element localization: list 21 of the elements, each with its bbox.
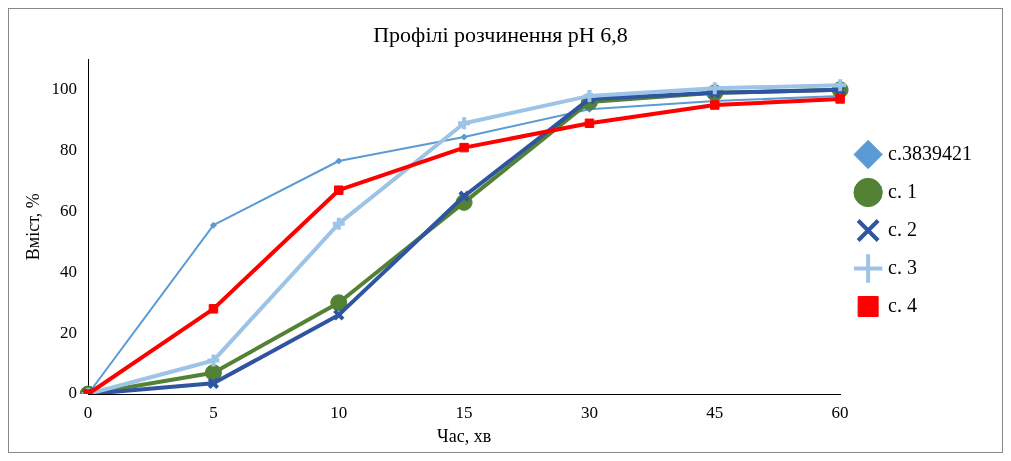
y-tick-label: 40: [60, 261, 78, 281]
y-tick-label: 100: [51, 79, 78, 99]
legend-label: с. 3: [888, 255, 918, 278]
x-tick-label: 0: [83, 402, 93, 422]
y-tick-label: 80: [60, 140, 78, 160]
x-axis-title: Час, хв: [437, 425, 492, 446]
y-tick-label: 20: [60, 322, 78, 342]
legend-label: с. 1: [888, 179, 918, 202]
x-tick-label: 60: [831, 402, 849, 422]
legend-label: с.3839421: [888, 141, 973, 164]
legend-label: с. 2: [888, 217, 918, 240]
legend-label: с. 4: [888, 293, 918, 316]
x-tick-label: 5: [209, 402, 218, 422]
y-tick-label: 0: [68, 383, 78, 403]
x-tick-label: 15: [455, 402, 473, 422]
chart-title: Профілі розчинення рН 6,8: [373, 21, 628, 47]
x-tick-label: 45: [706, 402, 724, 422]
y-tick-label: 60: [60, 200, 78, 220]
x-tick-label: 30: [580, 402, 598, 422]
x-tick-label: 10: [330, 402, 348, 422]
y-axis-title: Вміст, %: [22, 193, 43, 261]
